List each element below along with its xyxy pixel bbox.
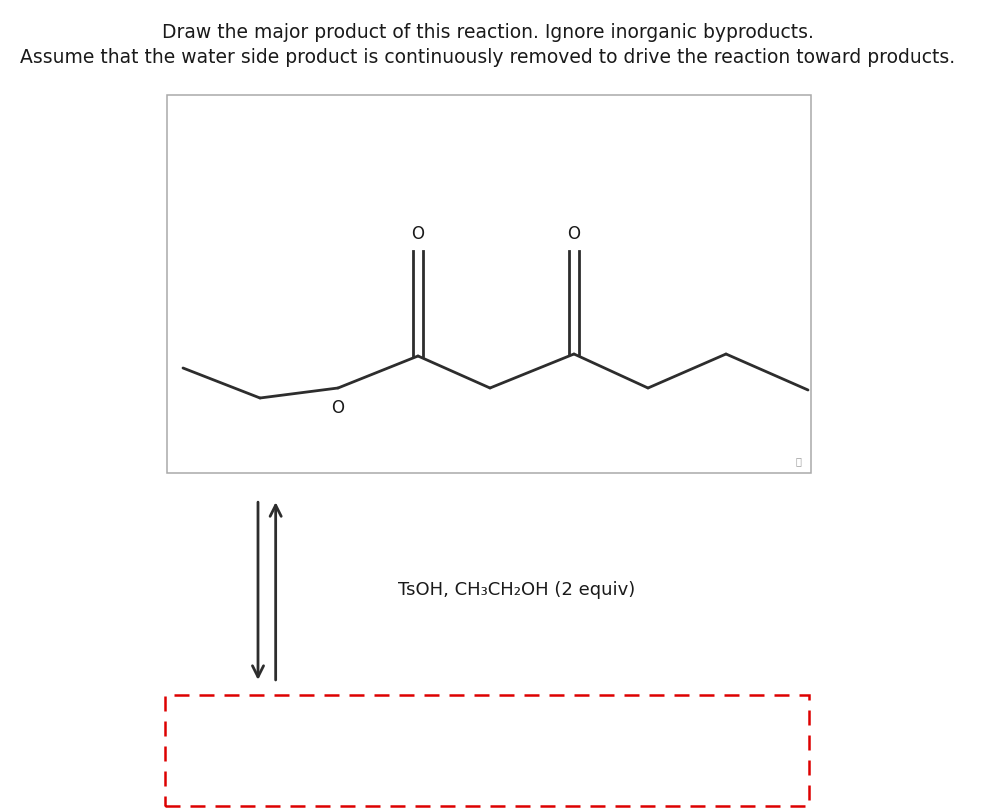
Text: TsOH, CH₃CH₂OH (2 equiv): TsOH, CH₃CH₂OH (2 equiv) xyxy=(398,581,636,599)
Text: O: O xyxy=(332,398,344,416)
Text: 🔍: 🔍 xyxy=(796,457,801,466)
Bar xyxy=(165,695,809,806)
Text: O: O xyxy=(567,225,581,243)
Text: O: O xyxy=(411,225,425,243)
Text: Draw the major product of this reaction. Ignore inorganic byproducts.: Draw the major product of this reaction.… xyxy=(162,23,813,42)
Text: Assume that the water side product is continuously removed to drive the reaction: Assume that the water side product is co… xyxy=(20,48,955,68)
Bar xyxy=(167,95,811,473)
